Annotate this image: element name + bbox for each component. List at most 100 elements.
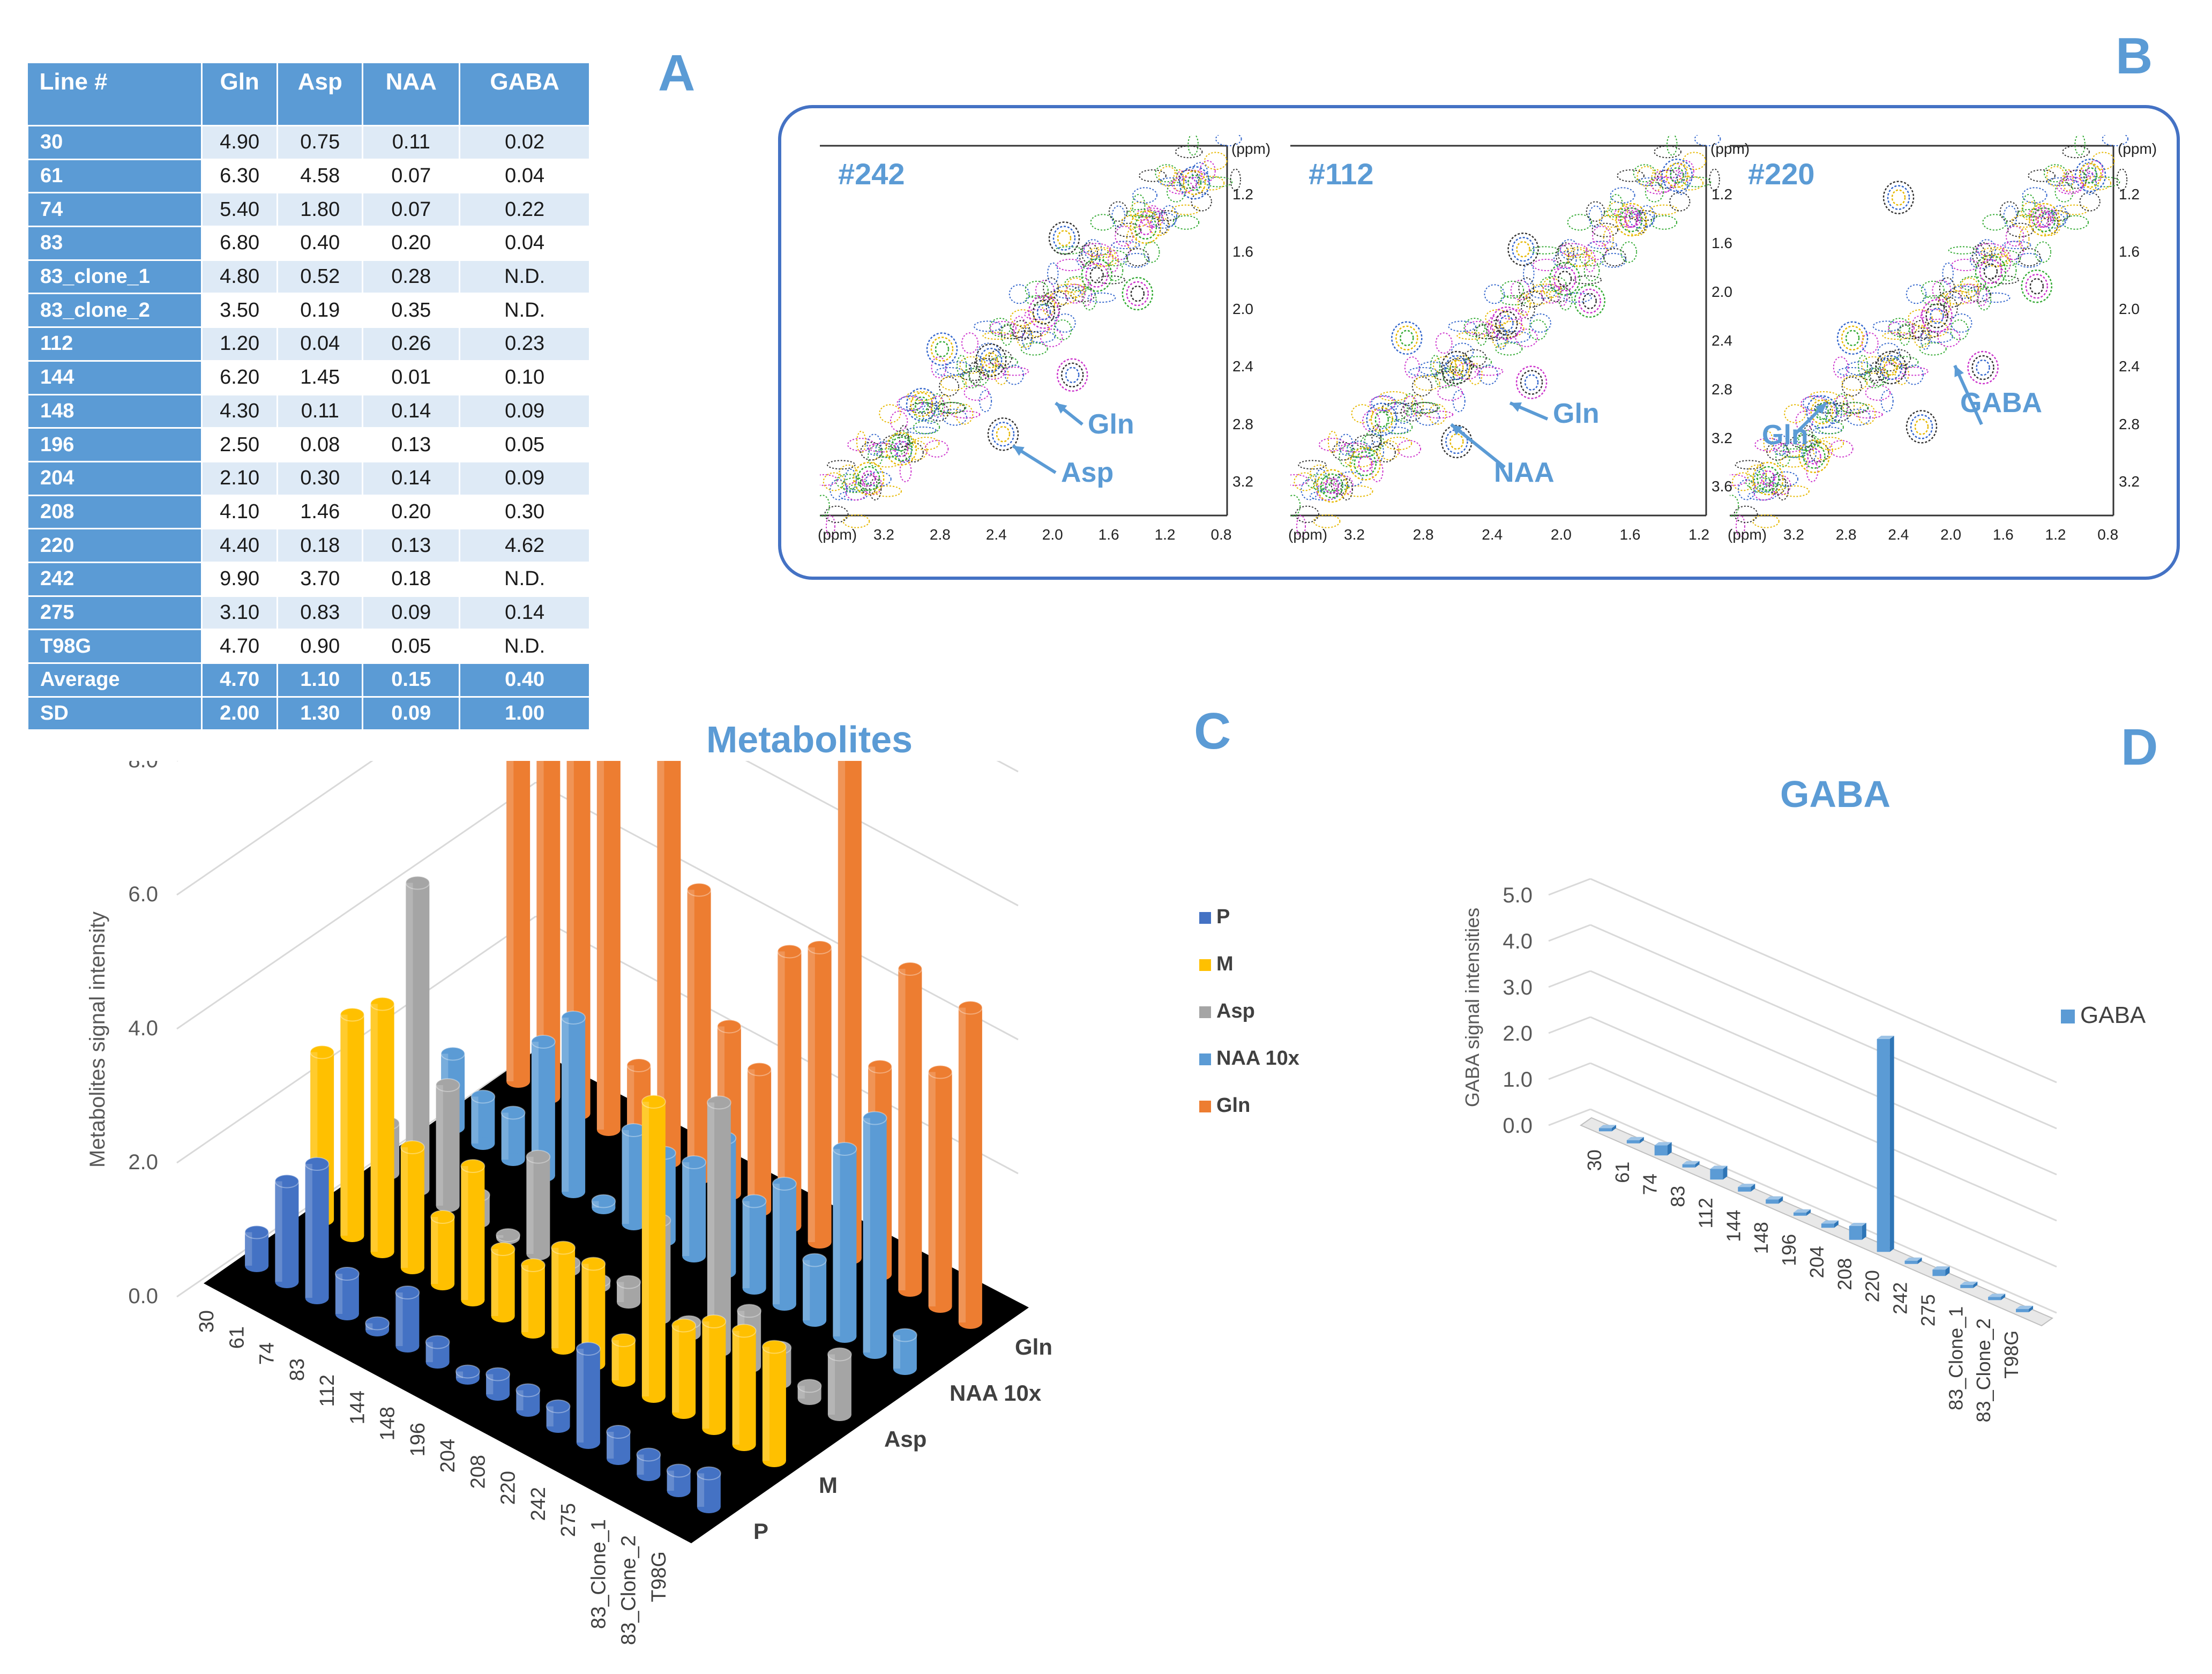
nmr-peak xyxy=(1491,306,1522,340)
summary-cell: 2.00 xyxy=(200,696,279,731)
x-tick-label: 1.2 xyxy=(1688,526,1710,543)
nmr-contour xyxy=(1829,402,1851,422)
nmr-contour xyxy=(1969,251,1993,270)
grid-line xyxy=(1590,924,2057,1130)
table-cell: 0.09 xyxy=(459,460,591,496)
nmr-contour xyxy=(1801,441,1817,463)
bar-p xyxy=(304,1157,330,1304)
nmr-peak xyxy=(1089,267,1104,283)
grid-line xyxy=(1548,970,1591,988)
nmr-contour xyxy=(1900,367,1929,376)
summary-cell: 0.15 xyxy=(362,662,461,698)
nmr-peak xyxy=(1316,469,1348,503)
nmr-contour xyxy=(838,464,858,485)
bar-asp xyxy=(616,1275,641,1309)
nmr-peak xyxy=(1187,174,1202,191)
y-tick-label: 3.6 xyxy=(1712,478,1732,495)
nmr-contour xyxy=(2017,248,2041,267)
nmr-peak xyxy=(1975,255,2007,288)
nmr-contour xyxy=(1604,208,1633,218)
nmr-contour xyxy=(1376,442,1396,463)
spectrum-3: #220 GABA Gln (ppm) (ppm) 1.2 1.6 2.0 2.4 2.8 3.2 3… xyxy=(1728,135,2191,564)
nmr-peak xyxy=(983,352,998,369)
nmr-contour xyxy=(2062,169,2074,192)
bar-gaba xyxy=(1988,1294,2006,1301)
nmr-contour xyxy=(1010,309,1035,326)
ppm-unit-x: (ppm) xyxy=(818,526,857,543)
table-cell: 0.35 xyxy=(362,293,461,328)
table-cell: 0.10 xyxy=(459,360,591,395)
nmr-contour xyxy=(1841,376,1862,397)
nmr-peak xyxy=(1391,321,1423,355)
table-row: 220 4.40 0.18 0.13 4.62 xyxy=(27,528,591,563)
nmr-contour xyxy=(1290,495,1301,517)
bar-gaba xyxy=(1598,1125,1616,1132)
nmr-peak xyxy=(996,425,1011,443)
table-cell: 4.80 xyxy=(200,259,279,295)
nmr-peak xyxy=(1065,367,1080,384)
row-label: 242 xyxy=(27,561,203,597)
legend-entry: P xyxy=(1199,906,1230,929)
nmr-contour xyxy=(1474,367,1504,376)
nmr-contour xyxy=(1754,468,1767,491)
nmr-contour xyxy=(2003,205,2017,228)
summary-row: Average 4.70 1.10 0.15 0.40 xyxy=(27,662,591,698)
nmr-contour xyxy=(1897,324,1924,340)
peak-annotation: Gln xyxy=(1088,409,1134,440)
peak-annotation: Asp xyxy=(1061,457,1114,488)
nmr-peak xyxy=(1661,158,1693,192)
bar-gaba xyxy=(1710,1165,1728,1180)
nmr-contour xyxy=(1395,402,1413,424)
bar-p xyxy=(545,1399,571,1433)
nmr-contour xyxy=(927,402,950,422)
nmr-contour xyxy=(1857,403,1876,425)
nmr-contour xyxy=(1842,394,1855,417)
legend-swatch xyxy=(1199,1006,1211,1018)
table-cell: 2.50 xyxy=(200,427,279,462)
table-cell: 0.01 xyxy=(362,360,461,395)
nmr-peak xyxy=(2037,211,2052,228)
nmr-peak xyxy=(1507,232,1539,266)
nmr-contour xyxy=(2015,252,2042,268)
nmr-contour xyxy=(1795,434,1820,451)
nmr-contour xyxy=(873,448,903,458)
metabolites-chart-title: Metabolites xyxy=(706,719,913,760)
y-tick-label: 0.0 xyxy=(1503,1114,1533,1138)
table-cell: 0.22 xyxy=(459,192,591,228)
nmr-contour xyxy=(1456,332,1486,340)
nmr-contour xyxy=(1008,284,1030,304)
nmr-contour xyxy=(1738,479,1756,500)
nmr-peak xyxy=(1925,303,1948,328)
grid-line xyxy=(745,761,1019,907)
nmr-peak xyxy=(1349,447,1381,481)
nmr-peak xyxy=(2032,207,2056,233)
nmr-contour xyxy=(1887,349,1911,367)
nmr-peak xyxy=(1178,166,1210,200)
spectrum-plot xyxy=(1290,135,1721,537)
nmr-peak xyxy=(1976,359,1990,376)
nmr-contour xyxy=(1650,169,1662,192)
nmr-contour xyxy=(1077,251,1101,270)
nmr-contour xyxy=(1379,391,1408,401)
nmr-contour xyxy=(1938,290,1963,308)
bar-p xyxy=(365,1316,390,1336)
nmr-peak xyxy=(1845,330,1860,347)
nmr-peak xyxy=(1524,374,1539,391)
nmr-contour xyxy=(913,420,940,435)
metabolite-table: Line # Gln Asp NAA GABA 30 4.90 0.75 0.11 0.… xyxy=(27,63,591,731)
nmr-contour xyxy=(1121,214,1149,228)
nmr-contour xyxy=(1107,259,1124,282)
grid-line xyxy=(1548,1062,1591,1080)
gaba-chart-title: GABA xyxy=(1780,773,1891,815)
summary-cell: 0.09 xyxy=(362,696,461,731)
nmr-contour xyxy=(1418,361,1446,376)
nmr-peak xyxy=(1441,350,1473,385)
summary-label: Average xyxy=(27,662,203,698)
nmr-contour xyxy=(2022,187,2047,204)
bar-gaba xyxy=(1738,1184,1755,1192)
nmr-contour xyxy=(1082,243,1111,256)
nmr-contour xyxy=(1096,275,1126,285)
nmr-contour xyxy=(1782,440,1807,458)
table-cell: 0.30 xyxy=(459,494,591,530)
grid-line xyxy=(1590,1108,2057,1314)
